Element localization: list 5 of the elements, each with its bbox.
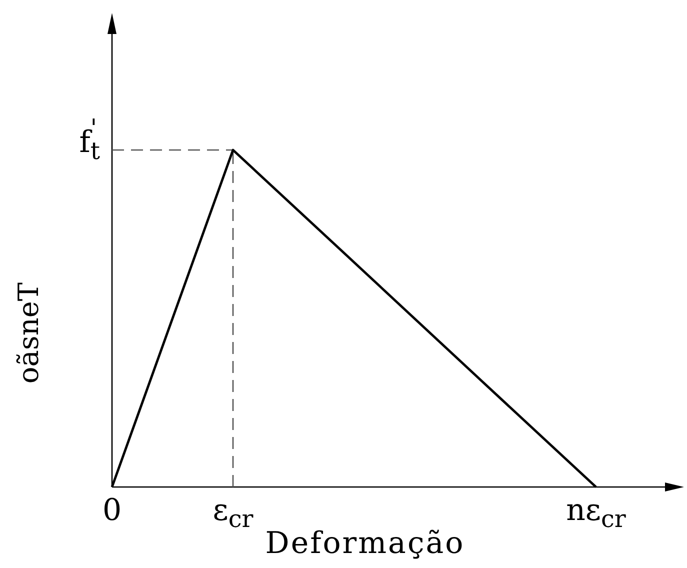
x-tick-label: ε$_{cr}$ [212,493,254,534]
x-axis-title: Deformação [265,526,465,561]
x-tick-label: nε$_{cr}$ [566,493,626,534]
x-tick-label: 0 [102,493,122,528]
y-axis-title: oãsneT [12,282,45,384]
